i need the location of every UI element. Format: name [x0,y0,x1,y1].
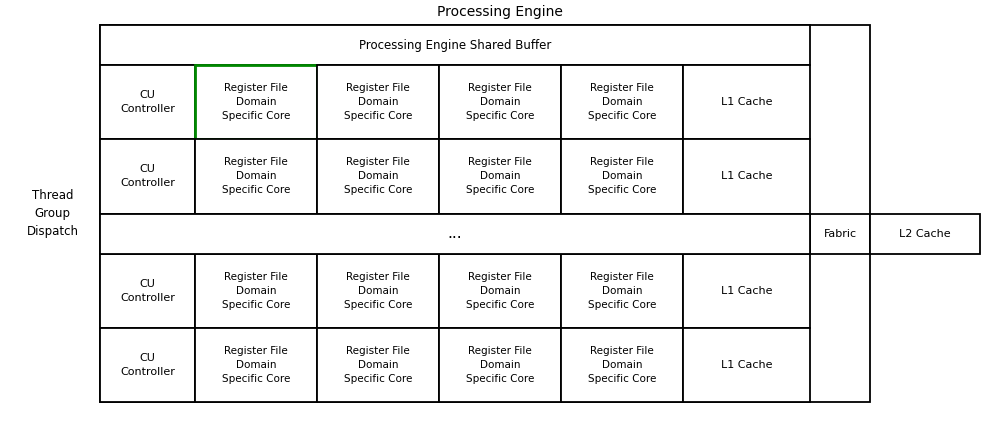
Text: Processing Engine Shared Buffer: Processing Engine Shared Buffer [359,39,551,51]
Bar [683,65,810,139]
Bar [100,253,195,328]
Bar [100,25,870,402]
Bar [317,139,439,213]
Bar [439,328,561,402]
Text: CU
Controller: CU Controller [120,90,175,114]
Text: Register File
Domain
Specific Core: Register File Domain Specific Core [588,158,656,195]
Text: ...: ... [448,226,462,241]
Bar [683,328,810,402]
Bar [561,253,683,328]
Bar [195,139,317,213]
Text: L1 Cache: L1 Cache [721,97,772,107]
Bar [439,139,561,213]
Text: Register File
Domain
Specific Core: Register File Domain Specific Core [466,346,534,384]
Text: Register File
Domain
Specific Core: Register File Domain Specific Core [466,83,534,121]
Bar [100,65,195,139]
Text: Fabric: Fabric [823,228,857,238]
Bar [810,213,870,253]
Bar [439,65,561,139]
Text: Register File
Domain
Specific Core: Register File Domain Specific Core [344,83,412,121]
Bar [195,253,317,328]
Bar [100,328,195,402]
Text: L1 Cache: L1 Cache [721,360,772,370]
Text: CU
Controller: CU Controller [120,279,175,303]
Bar [439,253,561,328]
Bar [195,65,317,139]
Text: Register File
Domain
Specific Core: Register File Domain Specific Core [222,158,290,195]
Text: Register File
Domain
Specific Core: Register File Domain Specific Core [222,271,290,310]
Bar [683,139,810,213]
Bar [683,253,810,328]
Bar [100,213,810,253]
Text: Register File
Domain
Specific Core: Register File Domain Specific Core [588,83,656,121]
Text: Register File
Domain
Specific Core: Register File Domain Specific Core [222,346,290,384]
Bar [317,328,439,402]
Bar [317,253,439,328]
Text: CU
Controller: CU Controller [120,165,175,188]
Bar [317,65,439,139]
Text: L2 Cache: L2 Cache [899,228,951,238]
Bar [870,213,980,253]
Text: Register File
Domain
Specific Core: Register File Domain Specific Core [344,346,412,384]
Bar [100,139,195,213]
Bar [561,65,683,139]
Text: Register File
Domain
Specific Core: Register File Domain Specific Core [588,271,656,310]
Text: CU
Controller: CU Controller [120,353,175,377]
Bar [100,25,810,65]
Text: Thread
Group
Dispatch: Thread Group Dispatch [26,189,78,238]
Text: Register File
Domain
Specific Core: Register File Domain Specific Core [466,271,534,310]
Bar [195,328,317,402]
Text: Register File
Domain
Specific Core: Register File Domain Specific Core [344,158,412,195]
Bar [561,328,683,402]
Text: Register File
Domain
Specific Core: Register File Domain Specific Core [344,271,412,310]
Text: Register File
Domain
Specific Core: Register File Domain Specific Core [222,83,290,121]
Text: Register File
Domain
Specific Core: Register File Domain Specific Core [466,158,534,195]
Text: L1 Cache: L1 Cache [721,286,772,296]
Text: Register File
Domain
Specific Core: Register File Domain Specific Core [588,346,656,384]
Bar [561,139,683,213]
Text: Processing Engine: Processing Engine [437,5,563,19]
Text: L1 Cache: L1 Cache [721,171,772,181]
